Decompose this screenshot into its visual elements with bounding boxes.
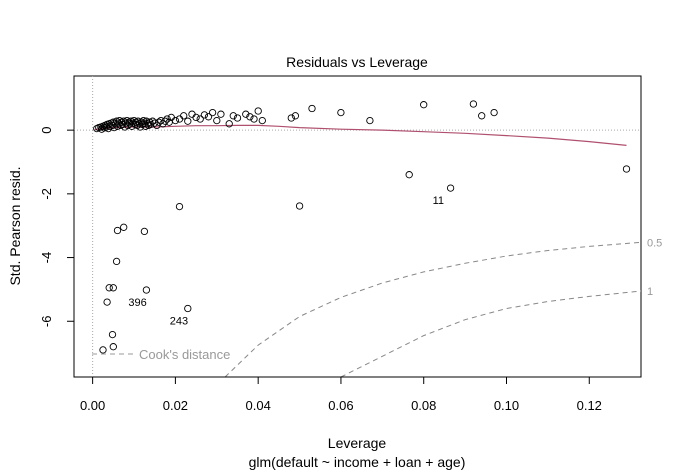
- plot-frame: [73, 75, 642, 378]
- data-point: [140, 227, 149, 236]
- data-point: [420, 101, 428, 109]
- data-point: [109, 284, 117, 292]
- point-label: 243: [170, 316, 188, 328]
- y-axis-label: Std. Pearson resid.: [7, 166, 23, 285]
- x-tick-label: 0.12: [577, 398, 602, 413]
- data-point: [171, 116, 180, 125]
- data-point: [175, 115, 184, 123]
- cooks-legend-label: Cook's distance: [139, 347, 230, 362]
- data-point: [108, 330, 117, 339]
- points-group: [93, 100, 631, 354]
- reference-lines: [74, 76, 641, 377]
- data-point: [130, 116, 138, 125]
- data-point: [208, 108, 217, 117]
- x-tick-label: 0.08: [411, 398, 436, 413]
- x-tick-label: 0.06: [328, 398, 353, 413]
- data-point: [109, 343, 117, 351]
- data-point: [287, 114, 295, 122]
- data-point: [337, 108, 345, 117]
- y-axis: 0 -2 -4 -6: [39, 126, 75, 328]
- data-point: [295, 202, 304, 210]
- data-point: [99, 346, 107, 354]
- data-point: [229, 112, 237, 120]
- data-point: [175, 202, 184, 211]
- data-point: [405, 171, 413, 179]
- data-point: [142, 286, 151, 294]
- data-point: [204, 113, 213, 121]
- data-point: [184, 117, 192, 125]
- data-point: [200, 111, 209, 119]
- cooks-distance-curves: 0.51: [224, 237, 662, 378]
- data-point: [217, 110, 225, 118]
- data-point: [366, 116, 374, 125]
- data-point: [258, 116, 266, 125]
- data-point: [291, 112, 300, 120]
- point-label: 11: [433, 195, 444, 207]
- data-point: [136, 123, 144, 131]
- data-point: [151, 119, 159, 127]
- data-point: [446, 184, 455, 192]
- x-tick-label: 0.02: [163, 398, 188, 413]
- data-point: [233, 114, 242, 122]
- x-tick-label: 0.04: [246, 398, 271, 413]
- data-point: [184, 304, 192, 313]
- data-point: [225, 120, 233, 128]
- data-point: [118, 120, 127, 129]
- chart-subtitle: glm(default ~ income + loan + age): [249, 454, 466, 470]
- data-point: [250, 115, 258, 123]
- data-point: [120, 223, 128, 231]
- data-point: [110, 123, 118, 132]
- data-point: [242, 110, 250, 118]
- x-axis-label: Leverage: [328, 435, 387, 451]
- smooth-line-group: [94, 124, 627, 146]
- y-tick-label: 0: [39, 126, 54, 133]
- data-point: [105, 284, 113, 292]
- data-point: [246, 113, 254, 121]
- data-point: [254, 107, 262, 115]
- data-point: [192, 113, 200, 122]
- cooks-curve-label-2: 1: [647, 286, 653, 298]
- cooks-curve-1: [224, 241, 642, 378]
- data-point: [180, 112, 188, 120]
- data-point: [308, 104, 316, 113]
- data-point: [196, 115, 204, 123]
- x-tick-label: 0.10: [494, 398, 519, 413]
- data-point: [622, 165, 631, 173]
- data-point: [161, 117, 169, 125]
- x-tick-label: 0.00: [80, 398, 105, 413]
- point-labels-group: 11 396 243: [128, 195, 444, 327]
- cooks-distance-legend: Cook's distance: [92, 347, 230, 362]
- y-tick-label: -2: [39, 188, 54, 200]
- data-point: [469, 100, 478, 108]
- data-point: [478, 112, 486, 120]
- x-axis: 0.00 0.02 0.04 0.06 0.08 0.10 0.12: [80, 376, 602, 413]
- data-point: [141, 122, 150, 130]
- data-point: [113, 226, 122, 235]
- chart-title: Residuals vs Leverage: [286, 54, 428, 70]
- data-point: [490, 108, 498, 117]
- cooks-curve-2: [340, 290, 642, 378]
- data-point: [112, 257, 121, 266]
- cooks-curve-label-1: 0.5: [647, 237, 662, 249]
- data-point: [112, 117, 121, 125]
- y-tick-label: -6: [39, 316, 54, 328]
- data-point: [213, 116, 221, 125]
- data-point: [103, 298, 111, 306]
- smooth-line: [94, 124, 627, 146]
- point-label: 396: [128, 297, 146, 309]
- y-tick-label: -4: [39, 252, 54, 264]
- data-point: [188, 110, 196, 118]
